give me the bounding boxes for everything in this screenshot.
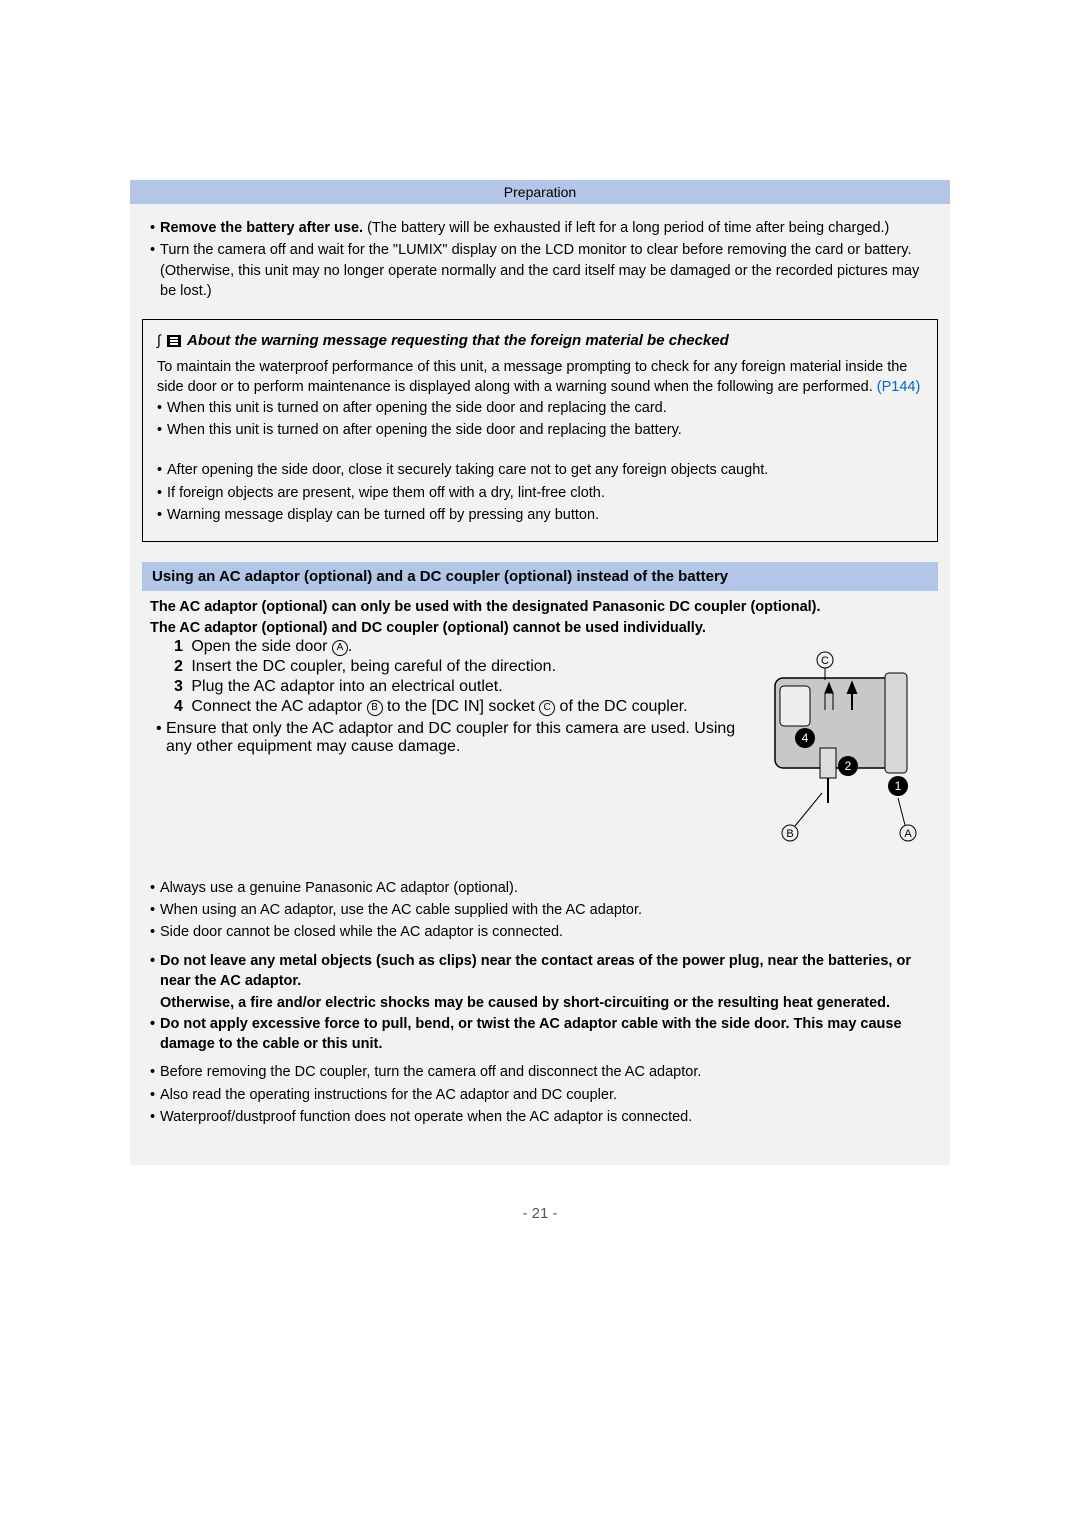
spacer xyxy=(157,442,923,460)
bullet-item: Remove the battery after use. (The batte… xyxy=(150,218,930,238)
list-item: When using an AC adaptor, use the AC cab… xyxy=(150,900,930,920)
step-item: 3 Plug the AC adaptor into an electrical… xyxy=(170,678,740,696)
memo-label: About the warning message requesting tha… xyxy=(187,330,729,351)
list-item: Waterproof/dustproof function does not o… xyxy=(150,1107,930,1127)
label-A: A xyxy=(332,640,348,656)
svg-text:2: 2 xyxy=(845,759,852,773)
caution-line: Otherwise, a fire and/or electric shocks… xyxy=(150,993,930,1013)
memo-paragraph: To maintain the waterproof performance o… xyxy=(157,357,923,398)
top-body-text: Remove the battery after use. (The batte… xyxy=(130,204,950,301)
svg-text:4: 4 xyxy=(802,731,809,745)
memo-box: ∫ About the warning message requesting t… xyxy=(142,319,938,542)
memo-list-item: If foreign objects are present, wipe the… xyxy=(157,483,923,503)
diagram-label-A: A xyxy=(904,828,912,840)
memo-icon xyxy=(167,335,181,347)
steps-area: 1 Open the side door A. 2 Insert the DC … xyxy=(130,638,950,848)
memo-list-item: When this unit is turned on after openin… xyxy=(157,398,923,418)
diagram-label-C: C xyxy=(821,655,829,667)
steps-text: 1 Open the side door A. 2 Insert the DC … xyxy=(150,638,740,758)
header-title: Preparation xyxy=(504,184,576,200)
document-page: Preparation Remove the battery after use… xyxy=(130,180,950,1165)
bullet-rest: Turn the camera off and wait for the "LU… xyxy=(160,242,919,299)
list-item: Also read the operating instructions for… xyxy=(150,1085,930,1105)
step-item: 1 Open the side door A. xyxy=(170,638,740,656)
page-number: - 21 - xyxy=(0,1205,1080,1222)
bottom-bullets-1: Always use a genuine Panasonic AC adapto… xyxy=(130,878,950,1127)
svg-text:1: 1 xyxy=(895,779,902,793)
page-link[interactable]: (P144) xyxy=(877,379,921,395)
memo-list-item: When this unit is turned on after openin… xyxy=(157,420,923,440)
step-item: 4 Connect the AC adaptor B to the [DC IN… xyxy=(170,698,740,716)
section-title-bar: Using an AC adaptor (optional) and a DC … xyxy=(142,562,938,591)
list-item: Before removing the DC coupler, turn the… xyxy=(150,1062,930,1082)
bullet-item: Turn the camera off and wait for the "LU… xyxy=(150,240,930,301)
label-B: B xyxy=(367,700,383,716)
intro-bold-line: The AC adaptor (optional) can only be us… xyxy=(150,597,930,617)
list-item: Side door cannot be closed while the AC … xyxy=(150,922,930,942)
label-C: C xyxy=(539,700,555,716)
memo-list-item: Warning message display can be turned of… xyxy=(157,505,923,525)
step-list: 1 Open the side door A. 2 Insert the DC … xyxy=(170,638,740,716)
memo-header: ∫ About the warning message requesting t… xyxy=(157,330,923,351)
step-item: 2 Insert the DC coupler, being careful o… xyxy=(170,658,740,676)
memo-marker: ∫ xyxy=(157,331,161,351)
caution-line: Do not apply excessive force to pull, be… xyxy=(150,1014,930,1055)
memo-list-item: After opening the side door, close it se… xyxy=(157,460,923,480)
section-title: Using an AC adaptor (optional) and a DC … xyxy=(152,568,728,585)
section-header-bar: Preparation xyxy=(130,180,950,204)
ensure-note: Ensure that only the AC adaptor and DC c… xyxy=(156,720,740,756)
diagram-label-B: B xyxy=(786,828,793,840)
diagram-svg: C 4 2 1 A B xyxy=(750,638,930,848)
section-intro: The AC adaptor (optional) can only be us… xyxy=(130,591,950,638)
camera-diagram: C 4 2 1 A B xyxy=(750,638,930,848)
bullet-rest: (The battery will be exhausted if left f… xyxy=(363,220,889,236)
intro-bold-line: The AC adaptor (optional) and DC coupler… xyxy=(150,618,930,638)
list-item: Always use a genuine Panasonic AC adapto… xyxy=(150,878,930,898)
caution-line: Do not leave any metal objects (such as … xyxy=(150,951,930,992)
bullet-bold: Remove the battery after use. xyxy=(160,220,363,236)
